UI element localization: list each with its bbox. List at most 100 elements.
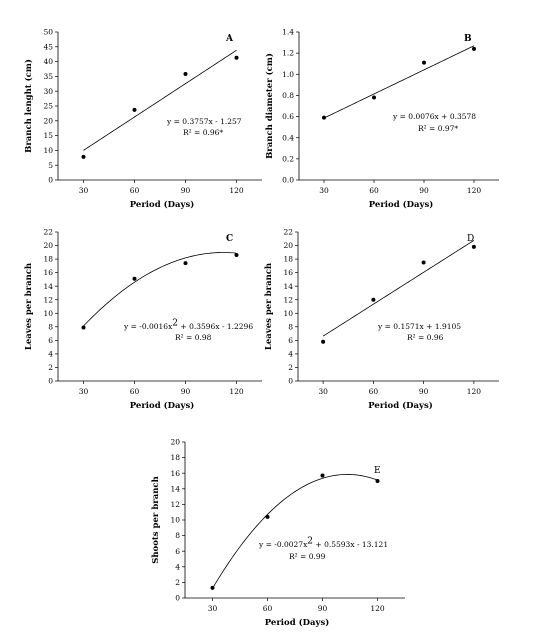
- data-point: [183, 72, 188, 77]
- y-tick-label: 6: [48, 336, 53, 345]
- x-tick-label: 30: [319, 186, 329, 195]
- y-tick-label: 0.2: [282, 154, 294, 163]
- y-tick-label: 14: [43, 282, 53, 291]
- y-tick-label: 16: [170, 469, 180, 478]
- data-point: [210, 585, 215, 590]
- data-point: [321, 339, 326, 344]
- panel-label: A: [225, 34, 234, 44]
- data-point: [183, 261, 188, 266]
- y-tick-label: 2: [175, 578, 180, 587]
- y-tick-label: 8: [175, 531, 180, 540]
- y-tick-label: 0.8: [282, 91, 294, 100]
- trend-equation: y = -0.0016x2 + 0.3596x - 1.2296: [123, 319, 253, 332]
- x-axis-title: Period (Days): [265, 617, 330, 628]
- y-tick-label: 30: [43, 87, 53, 96]
- y-tick-label: 6: [175, 547, 180, 556]
- data-point: [471, 244, 476, 249]
- y-tick-label: 18: [43, 255, 53, 264]
- y-tick-label: 2: [48, 363, 53, 372]
- y-tick-label: 20: [283, 241, 293, 250]
- x-tick-label: 60: [130, 186, 140, 195]
- data-point: [132, 107, 137, 112]
- y-tick-label: 5: [48, 161, 53, 170]
- y-tick-label: 1.0: [282, 70, 294, 79]
- x-tick-label: 90: [419, 387, 429, 396]
- y-tick-label: 25: [43, 102, 53, 111]
- y-tick-label: 1.4: [282, 28, 294, 37]
- x-axis-title: Period (Days): [130, 199, 195, 210]
- y-tick-label: 18: [170, 453, 180, 462]
- trend-line: [323, 45, 475, 119]
- panel-label: E: [374, 466, 381, 476]
- x-tick-label: 30: [79, 387, 89, 396]
- y-tick-label: 8: [288, 322, 293, 331]
- x-tick-label: 60: [263, 604, 273, 613]
- data-point: [81, 325, 86, 330]
- data-point: [422, 60, 426, 65]
- y-tick-label: 2: [288, 363, 293, 372]
- y-tick-label: 22: [283, 228, 293, 237]
- y-tick-label: 10: [43, 146, 53, 155]
- data-point: [421, 260, 426, 265]
- equation-exponent: 2: [172, 319, 178, 329]
- y-tick-label: 40: [43, 57, 53, 66]
- y-tick-label: 1.2: [282, 49, 294, 58]
- y-axis-title: Branch diameter (cm): [264, 53, 275, 159]
- y-axis-title: Leaves per branch: [264, 263, 274, 350]
- y-tick-label: 14: [170, 484, 180, 493]
- x-tick-label: 60: [369, 186, 379, 195]
- y-tick-label: 20: [43, 241, 53, 250]
- equation-part: + 0.3596x - 1.2296: [178, 322, 253, 331]
- x-axis-title: Period (Days): [369, 199, 434, 210]
- x-tick-label: 120: [229, 387, 244, 396]
- x-tick-label: 90: [419, 186, 429, 195]
- chart-panel-a: 0 5 10 15 20 25 30 35 40 45 50 30 60 90 120 Period (Day…: [23, 28, 262, 210]
- data-point: [322, 115, 326, 120]
- x-tick-label: 60: [130, 387, 140, 396]
- panel-label: C: [226, 234, 233, 244]
- y-tick-label: 15: [43, 131, 53, 140]
- trend-line: [212, 474, 378, 589]
- y-tick-label: 4: [48, 350, 53, 359]
- x-tick-label: 120: [467, 387, 482, 396]
- panel-label: D: [467, 234, 474, 244]
- data-point: [234, 55, 239, 60]
- y-tick-label: 20: [170, 438, 180, 447]
- y-tick-label: 12: [283, 295, 293, 304]
- data-point: [372, 95, 376, 100]
- x-tick-label: 30: [208, 604, 218, 613]
- y-axis-title: Leaves per branch: [24, 263, 34, 350]
- x-tick-label: 120: [229, 186, 244, 195]
- y-tick-label: 0: [175, 594, 180, 603]
- x-tick-label: 90: [181, 186, 191, 195]
- x-tick-label: 30: [318, 387, 328, 396]
- y-tick-label: 22: [43, 228, 53, 237]
- data-point: [371, 297, 376, 302]
- data-point: [234, 253, 239, 258]
- y-tick-label: 16: [43, 268, 53, 277]
- trend-equation: y = 0.3757x - 1.257: [166, 117, 242, 126]
- y-tick-label: 0: [48, 377, 53, 386]
- data-point: [472, 46, 476, 51]
- y-tick-label: 14: [283, 282, 293, 291]
- y-tick-label: 10: [283, 309, 293, 318]
- x-axis-title: Period (Days): [130, 400, 195, 411]
- trend-equation: y = 0.1571x + 1.9105: [377, 322, 461, 331]
- trend-line: [83, 49, 237, 151]
- y-tick-label: 4: [288, 350, 293, 359]
- y-tick-label: 35: [43, 72, 53, 81]
- chart-panel-c: 0 2 4 6 8 10 12 14 16 18 20 22 30 60 90 120 Period (Days…: [24, 228, 262, 411]
- x-tick-label: 30: [79, 186, 89, 195]
- y-tick-label: 16: [283, 268, 293, 277]
- r-squared: R² = 0.99: [289, 552, 326, 561]
- y-axis-title: Branch lenght (cm): [23, 59, 34, 153]
- y-tick-label: 10: [43, 309, 53, 318]
- trend-equation: y = -0.0027x2 + 0.5593x - 13.121: [258, 537, 388, 550]
- r-squared: R² = 0.97*: [418, 124, 458, 133]
- y-tick-label: 18: [283, 255, 293, 264]
- chart-panel-b: 0.0 0.2 0.4 0.6 0.8 1.0 1.2 1.4 30 60 90 120 Period …: [264, 28, 499, 210]
- y-tick-label: 0.6: [282, 112, 294, 121]
- y-tick-label: 0.0: [282, 176, 294, 185]
- panel-label: B: [464, 34, 472, 44]
